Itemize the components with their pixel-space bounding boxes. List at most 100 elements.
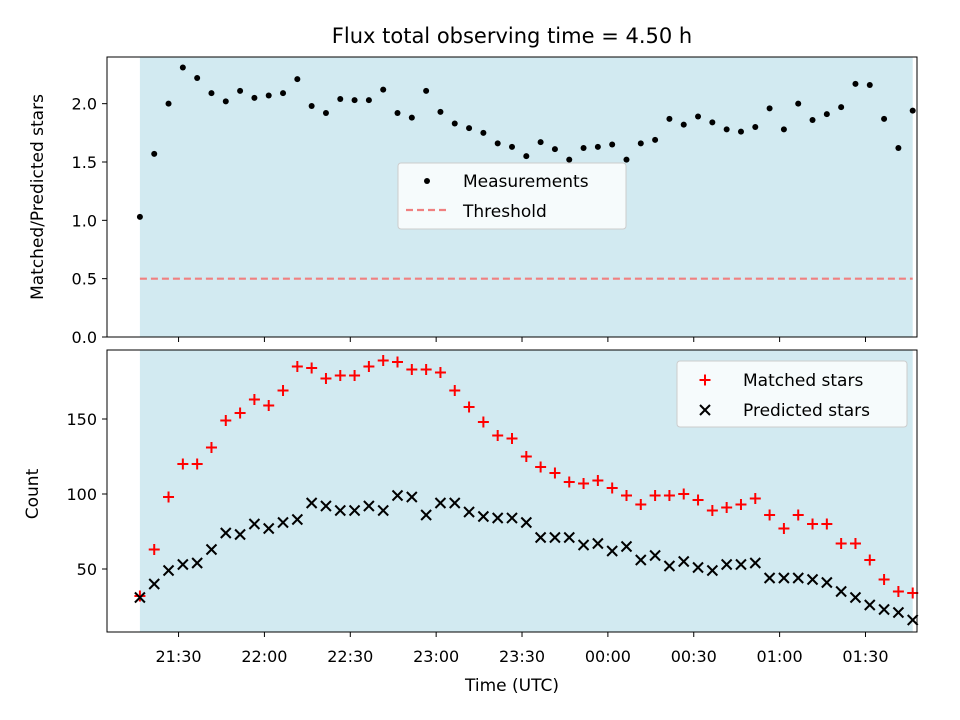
matched-star-point	[406, 364, 418, 375]
legend-matched-label: Matched stars	[743, 371, 863, 391]
predicted-star-point	[763, 572, 776, 584]
bottom-axis-ticks: 50 100 150 21:30 22:00 22:30 23:00 23:30 00:00 00…	[66, 410, 888, 666]
x-tick-label: 22:00	[241, 647, 287, 666]
bottom-y-tick-label: 100	[66, 485, 97, 504]
predicted-star-point	[162, 564, 175, 577]
top-axes-frame	[106, 56, 918, 338]
legend-plus	[699, 374, 711, 386]
measurement-point	[322, 110, 329, 116]
predicted-star-point	[248, 518, 261, 530]
measurement-point	[537, 139, 544, 146]
measurement-point	[594, 143, 601, 150]
matched-star-point	[220, 415, 232, 426]
predicted-star-point	[305, 497, 318, 509]
matched-star-point	[864, 554, 876, 566]
predicted-star-point	[348, 504, 361, 517]
predicted-stars-points	[134, 489, 919, 626]
legend-predicted-label: Predicted stars	[743, 401, 870, 421]
matched-star-point	[692, 494, 704, 506]
measurement-point	[609, 141, 616, 148]
top-y-axis-label: Matched/Predicted stars	[28, 94, 48, 300]
measurement-point	[380, 86, 387, 93]
matched-star-point	[620, 490, 632, 501]
predicted-star-point	[792, 572, 804, 584]
matched-star-point	[506, 433, 518, 444]
bottom-y-axis-label: Count	[23, 468, 43, 519]
matched-star-point	[578, 478, 590, 489]
top-panel: 0.00.51.01.52.0 Matched/Predicted stars …	[28, 56, 918, 347]
x-tick-label: 01:00	[757, 647, 803, 666]
measurement-point	[852, 80, 859, 87]
bottom-legend: Matched stars Predicted stars	[676, 360, 908, 428]
matched-star-point	[177, 458, 189, 470]
x-tick-label: 23:00	[413, 647, 459, 666]
predicted-star-point	[649, 549, 661, 562]
predicted-star-point	[334, 504, 346, 517]
legend-cross	[699, 404, 711, 416]
predicted-star-point	[806, 573, 819, 586]
measurement-point	[680, 121, 687, 128]
predicted-star-point	[678, 555, 690, 568]
predicted-star-point	[563, 531, 575, 544]
matched-star-point	[592, 475, 604, 486]
matched-star-point	[163, 491, 175, 503]
matched-star-point	[420, 364, 432, 375]
predicted-star-point	[635, 554, 647, 566]
predicted-star-point	[506, 512, 518, 524]
predicted-star-point	[420, 509, 432, 521]
predicted-star-point	[849, 591, 862, 604]
matched-star-point	[792, 509, 804, 521]
predicted-star-point	[749, 557, 761, 569]
measurement-point	[151, 150, 158, 157]
measurement-point	[795, 100, 802, 107]
legend-threshold-label: Threshold	[462, 202, 547, 222]
predicted-star-point	[477, 510, 490, 523]
top-legend: Measurements Threshold	[397, 162, 627, 230]
predicted-star-point	[234, 528, 246, 541]
top-y-tick-label: 1.0	[72, 211, 97, 230]
predicted-star-point	[148, 578, 160, 590]
measurement-point	[337, 96, 344, 102]
predicted-star-point	[449, 497, 461, 509]
x-tick-label: 00:00	[585, 647, 631, 666]
bottom-y-tick-label: 50	[77, 560, 97, 579]
predicted-star-point	[277, 516, 289, 529]
measurement-point	[208, 90, 215, 97]
measurement-point	[165, 100, 172, 107]
matched-star-point	[334, 370, 346, 381]
predicted-star-point	[320, 500, 332, 512]
matched-star-point	[849, 538, 861, 549]
matched-star-point	[248, 394, 260, 405]
matched-star-point	[749, 493, 761, 504]
predicted-star-point	[720, 558, 733, 571]
predicted-star-point	[878, 603, 890, 616]
measurement-point	[780, 126, 787, 133]
matched-star-point	[663, 490, 675, 501]
matched-star-point	[277, 385, 289, 396]
x-tick-label: 23:30	[499, 647, 545, 666]
measurement-point	[194, 75, 201, 81]
predicted-star-point	[663, 560, 676, 572]
top-y-tick-label: 0.5	[72, 270, 97, 289]
measurement-point	[265, 92, 272, 99]
measurement-point	[509, 143, 515, 150]
bottom-legend-box	[676, 360, 908, 428]
matched-star-point	[449, 385, 461, 396]
matched-star-point	[606, 482, 618, 494]
x-tick-label: 00:30	[671, 647, 717, 666]
matched-star-point	[463, 401, 475, 413]
matched-star-point	[549, 467, 561, 479]
measurement-point	[480, 129, 487, 136]
x-tick-label: 21:30	[156, 647, 202, 666]
predicted-star-point	[391, 489, 404, 502]
predicted-star-point	[864, 599, 876, 611]
predicted-star-point	[606, 545, 618, 557]
measurement-point	[136, 213, 143, 220]
matched-star-point	[721, 502, 733, 513]
matched-stars-points	[134, 355, 919, 602]
measurement-point	[809, 117, 816, 123]
matched-star-point	[635, 499, 647, 510]
measurement-point	[437, 108, 444, 115]
measurement-point	[709, 119, 716, 126]
